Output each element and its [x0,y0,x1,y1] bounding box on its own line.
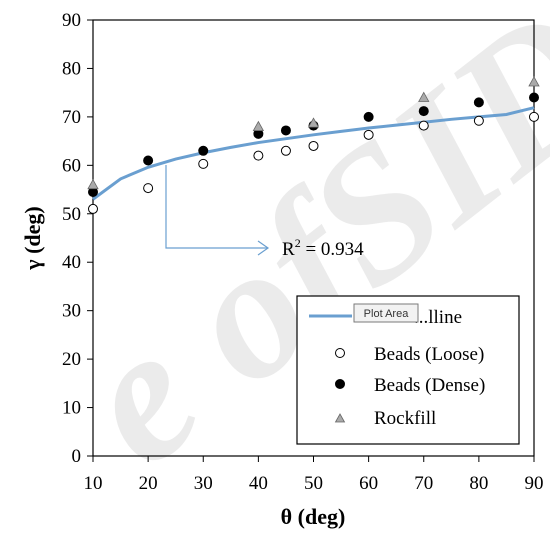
legend-label-rockfill: Rockfill [374,408,436,429]
legend-label-line: ...lline [414,307,462,328]
point-rockfill [252,120,265,131]
point-beads-dense [88,186,98,197]
x-tick-label: 50 [304,473,323,494]
x-tick-label: 70 [414,473,433,494]
point-beads-loose [363,129,374,140]
y-tick-label: 90 [62,10,81,31]
point-beads-dense [529,92,539,103]
r2-text: R2 = 0.934 [282,236,364,260]
point-beads-loose [529,111,539,122]
point-rockfill [418,91,430,102]
point-rockfill [87,178,99,190]
x-tick-label: 40 [249,473,268,494]
point-beads-loose [418,120,429,131]
point-beads-dense [473,97,484,108]
plot-area-tooltip: Plot Area [353,303,419,323]
x-tick-label: 60 [359,473,378,494]
y-tick-label: 80 [62,58,81,79]
x-axis-label: θ (deg) [281,504,346,529]
ticks [87,19,535,462]
legend-label-loose: Beads (Loose) [374,344,484,365]
point-beads-dense [143,155,154,166]
point-rockfill [528,76,540,87]
y-tick-label: 20 [62,349,81,370]
point-beads-dense [253,128,264,139]
point-beads-loose [280,145,291,156]
point-beads-dense [363,111,374,122]
fit-line [92,106,535,201]
series-0 [92,106,535,201]
point-beads-loose [198,158,209,169]
point-rockfill [307,117,320,128]
legend: ...lline Beads (Loose) Beads (Dense) Roc… [296,295,520,445]
point-beads-loose [473,115,484,126]
legend-marker-loose [335,348,345,358]
legend-marker-dense [335,379,345,389]
y-tick-label: 60 [62,155,81,176]
point-beads-loose [88,203,98,214]
series-layer [87,76,540,214]
y-tick-label: 70 [62,107,81,128]
x-tick-label: 20 [139,473,158,494]
x-tick-label: 10 [84,473,103,494]
point-beads-dense [280,125,291,136]
y-tick-label: 0 [72,446,82,467]
series-1 [88,111,539,214]
annotation-arrowhead [257,240,270,256]
legend-label-dense: Beads (Dense) [374,375,485,396]
y-axis-label: γ (deg) [20,206,45,270]
annotation-leader [165,165,268,249]
point-beads-loose [253,150,264,161]
series-3 [87,76,540,190]
point-beads-loose [308,140,319,151]
point-beads-loose [143,183,154,194]
y-tick-label: 10 [62,398,81,419]
x-tick-label: 80 [469,473,488,494]
point-beads-dense [198,145,209,156]
legend-marker-rockfill [334,413,346,423]
x-tick-label: 30 [194,473,213,494]
y-tick-label: 40 [62,252,81,273]
r2-annotation: R2 = 0.934 [165,165,364,260]
x-tick-label: 90 [525,473,544,494]
y-tick-label: 50 [62,204,81,225]
point-beads-dense [418,106,429,117]
y-tick-label: 30 [62,301,81,322]
tooltip-text: Plot Area [364,308,410,320]
